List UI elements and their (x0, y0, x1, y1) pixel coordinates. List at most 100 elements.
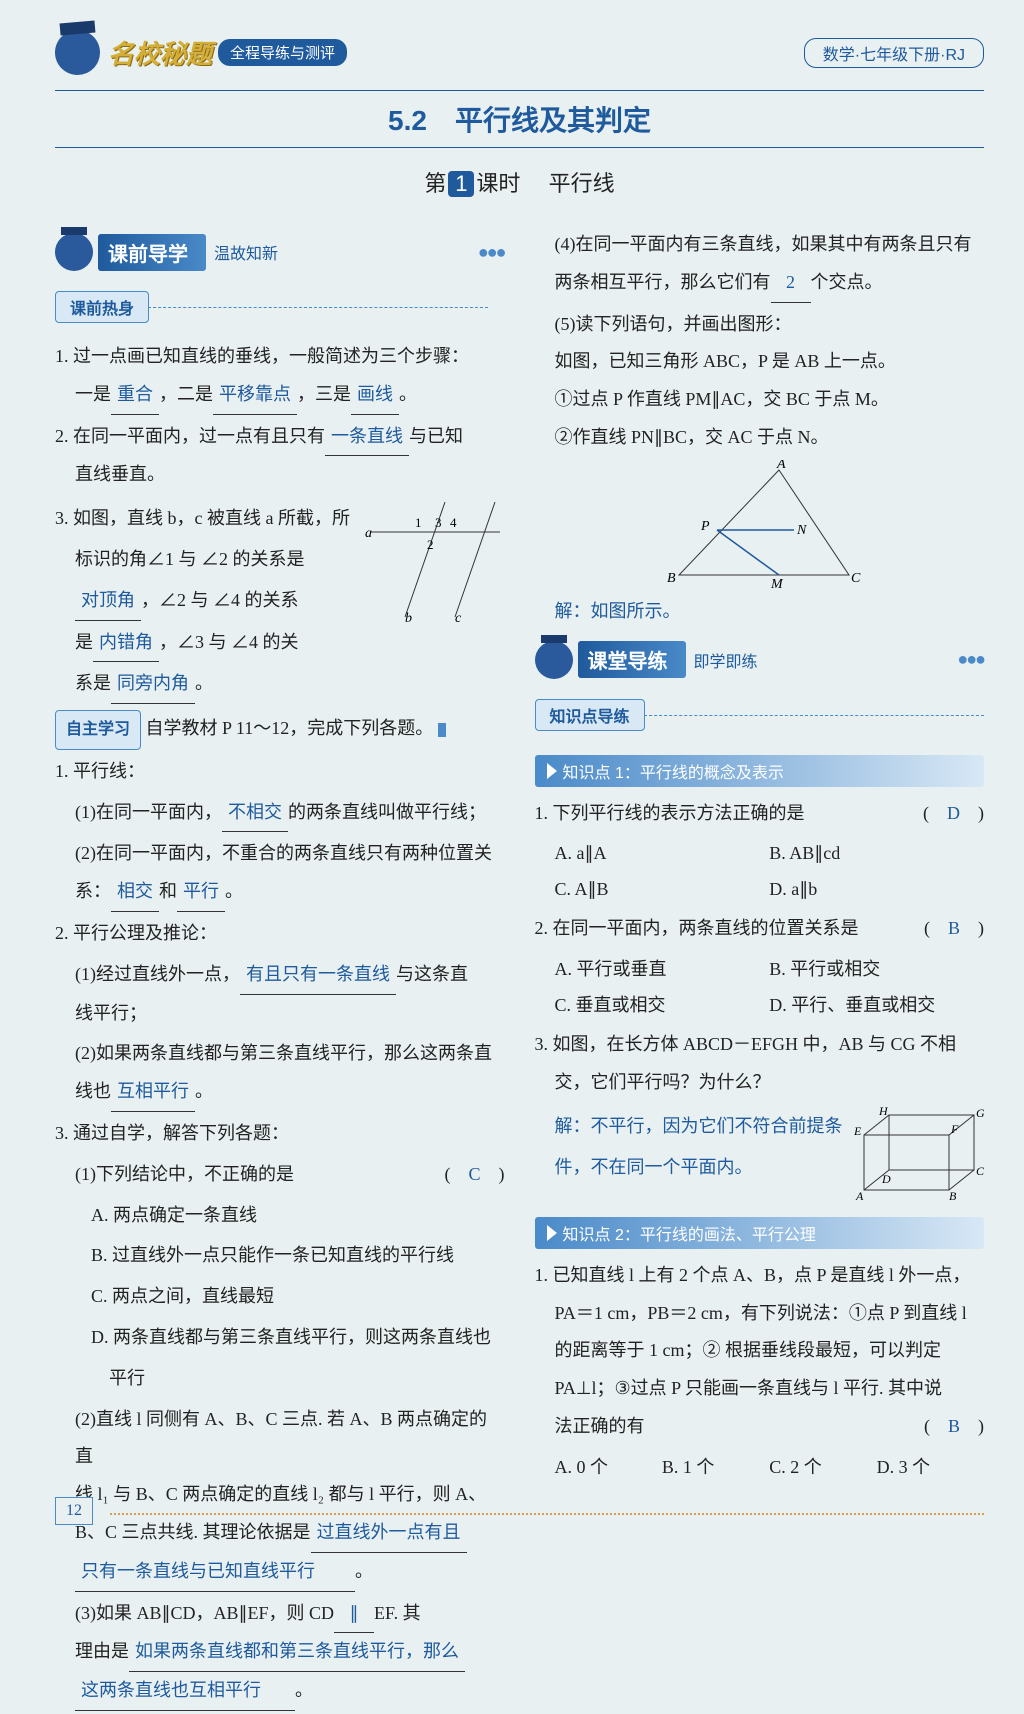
svg-text:H: H (878, 1105, 889, 1118)
answer: 2 (771, 264, 811, 303)
svg-text:1: 1 (415, 515, 422, 530)
k2-1: 1. 已知直线 l 上有 2 个点 A、B，点 P 是直线 l 外一点， PA＝… (535, 1257, 985, 1446)
s3-2: (2)直线 l 同侧有 A、B、C 三点. 若 A、B 两点确定的直 线 l₁ … (55, 1401, 505, 1592)
graduate-icon (55, 30, 100, 75)
graduate-icon (55, 233, 93, 271)
lesson-title: 第1课时 平行线 (55, 166, 984, 198)
self-study-row: 自主学习 自学教材 P 11～12，完成下列各题。 (55, 710, 505, 750)
answer: 一条直线 (325, 418, 409, 457)
answer: D (947, 803, 960, 823)
s3-3: (3)如果 AB∥CD，AB∥EF，则 CD∥EF. 其 理由是如果两条直线都和… (55, 1595, 505, 1711)
r3-answer: 解：不平行，因为它们不符合前提条 (535, 1108, 847, 1146)
kp-practice-tag: 知识点导练 (535, 699, 645, 731)
svg-text:a: a (365, 526, 372, 541)
arrow-icon (547, 763, 557, 779)
r2-options: A. 平行或垂直 B. 平行或相交 C. 垂直或相交 D. 平行、垂直或相交 (535, 951, 985, 1023)
brand-title: 名校秘题 (108, 34, 212, 71)
r1-options: A. a∥A B. AB∥cd C. A∥B D. a∥b (535, 835, 985, 907)
dots-icon: ●●● (957, 649, 984, 670)
page-header: 名校秘题 全程导练与测评 数学·七年级下册·RJ (55, 30, 984, 75)
svg-text:4: 4 (450, 515, 457, 530)
answer: C (468, 1164, 480, 1184)
q5-answer: 解：如图所示。 (535, 593, 985, 631)
answer: 内错角 (93, 624, 159, 663)
answer: B (948, 1416, 960, 1436)
svg-text:P: P (700, 519, 710, 534)
answer: B (948, 918, 960, 938)
svg-text:D: D (881, 1172, 891, 1186)
svg-text:C: C (851, 571, 861, 586)
warmup-tag: 课前热身 (55, 291, 149, 323)
sub-mid: 课时 (476, 171, 520, 196)
svg-text:2: 2 (427, 537, 434, 552)
s1-title: 1. 平行线： (55, 753, 505, 791)
s2-title: 2. 平行公理及推论： (55, 915, 505, 953)
footer-dots (110, 1513, 984, 1515)
q1: 1. 过一点画已知直线的垂线，一般简述为三个步骤： 一是重合，二是平移靠点，三是… (55, 338, 505, 415)
angle-diagram: a 1 3 4 2 b c (365, 497, 505, 627)
cuboid-diagram: A B C D E F G H (854, 1105, 984, 1205)
brand-subtitle: 全程导练与测评 (218, 39, 347, 66)
svg-text:G: G (976, 1106, 984, 1120)
answer: 互相平行 (111, 1073, 195, 1112)
answer: 重合 (111, 376, 159, 415)
svg-text:M: M (770, 577, 784, 590)
r1: 1. 下列平行线的表示方法正确的是 ( D ) (535, 795, 985, 833)
s1-1: (1)在同一平面内，不相交的两条直线叫做平行线； (55, 794, 505, 833)
brand-logo: 名校秘题 全程导练与测评 (55, 30, 347, 75)
svg-text:A: A (855, 1189, 864, 1203)
arrow-icon (547, 1225, 557, 1241)
self-study-tag: 自主学习 (55, 710, 141, 750)
answer: 画线 (351, 376, 399, 415)
answer: 过直线外一点有且 (311, 1514, 467, 1553)
kp1-banner: 知识点 1：平行线的概念及表示 (535, 755, 985, 787)
answer: 如果两条直线都和第三条直线平行，那么 (129, 1633, 465, 1672)
subject-label: 数学·七年级下册·RJ (804, 38, 984, 68)
s3-1: (1)下列结论中，不正确的是 ( C ) (55, 1156, 505, 1194)
banner-tail: 温故知新 (214, 240, 278, 264)
svg-text:c: c (455, 611, 462, 626)
banner-tail: 即学即练 (694, 648, 758, 672)
prestudy-banner: 课前导学 温故知新 ●●● (55, 233, 505, 271)
answer: 平行 (177, 873, 225, 912)
banner-text: 课前导学 (98, 234, 206, 271)
q5: (5)读下列语句，并画出图形： 如图，已知三角形 ABC，P 是 AB 上一点。… (535, 306, 985, 457)
answer: 同旁内角 (111, 665, 195, 704)
end-marker-icon (438, 723, 446, 737)
sub-topic: 平行线 (549, 171, 615, 196)
svg-text:E: E (854, 1124, 862, 1138)
answer: ∥ (334, 1595, 374, 1634)
answer: 只有一条直线与已知直线平行 (75, 1553, 355, 1592)
s1-2: (2)在同一平面内，不重合的两条直线只有两种位置关 系：相交和平行。 (55, 835, 505, 912)
svg-text:B: B (667, 571, 676, 586)
svg-text:B: B (949, 1189, 957, 1203)
s2-1: (1)经过直线外一点，有且只有一条直线与这条直 线平行； (55, 956, 505, 1033)
triangle-figure: A B C P N M (535, 460, 985, 590)
s3-title: 3. 通过自学，解答下列各题： (55, 1115, 505, 1153)
r3-answer2: 件，不在同一个平面内。 (535, 1149, 847, 1187)
right-column: (4)在同一平面内有三条直线，如果其中有两条且只有 两条相互平行，那么它们有2个… (535, 223, 985, 1714)
s2-2: (2)如果两条直线都与第三条直线平行，那么这两条直 线也互相平行。 (55, 1035, 505, 1112)
answer: 不相交 (222, 794, 288, 833)
answer: 平移靠点 (213, 376, 297, 415)
answer: 相交 (111, 873, 159, 912)
answer: 这两条直线也互相平行 (75, 1672, 295, 1711)
lesson-number: 1 (448, 171, 474, 197)
graduate-icon (535, 641, 573, 679)
inclass-banner: 课堂导练 即学即练 ●●● (535, 641, 985, 679)
page-number: 12 (55, 1497, 93, 1525)
sub-prefix: 第 (424, 171, 446, 196)
left-column: 课前导学 温故知新 ●●● 课前热身 1. 过一点画已知直线的垂线，一般简述为三… (55, 223, 505, 1714)
kp2-banner: 知识点 2：平行线的画法、平行公理 (535, 1217, 985, 1249)
q2: 2. 在同一平面内，过一点有且只有一条直线与已知 直线垂直。 (55, 418, 505, 495)
k2-1-options: A. 0 个 B. 1 个 C. 2 个 D. 3 个 (535, 1449, 985, 1485)
r3: 3. 如图，在长方体 ABCD－EFGH 中，AB 与 CG 不相 交，它们平行… (535, 1026, 985, 1102)
svg-text:3: 3 (435, 515, 442, 530)
main-title: 5.2 平行线及其判定 (55, 90, 984, 148)
svg-text:N: N (796, 523, 807, 538)
q4: (4)在同一平面内有三条直线，如果其中有两条且只有 两条相互平行，那么它们有2个… (535, 226, 985, 303)
answer: 对顶角 (75, 582, 141, 621)
svg-text:A: A (776, 460, 786, 472)
q3: 3. 如图，直线 b，c 被直线 a 所截，所 标识的角∠1 与 ∠2 的关系是… (55, 497, 505, 707)
r2: 2. 在同一平面内，两条直线的位置关系是 ( B ) (535, 910, 985, 948)
